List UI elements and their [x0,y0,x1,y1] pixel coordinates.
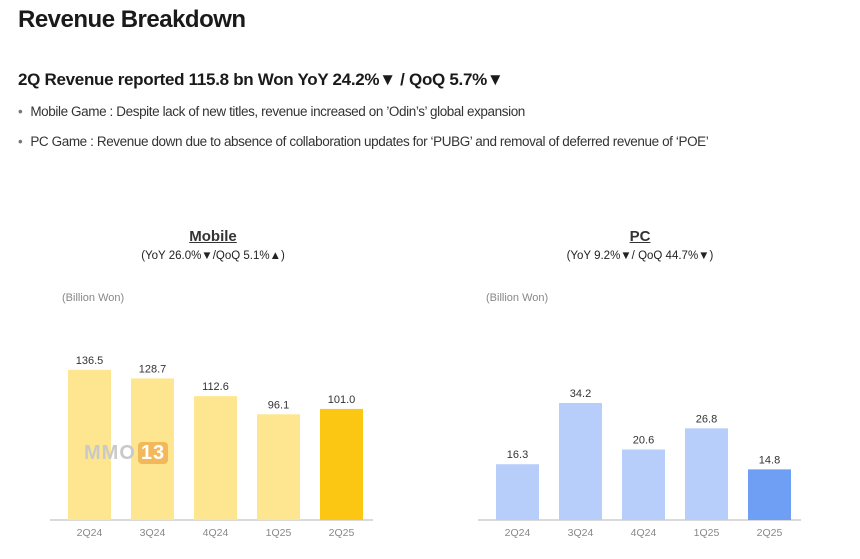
bullet-dot-icon: • [18,134,23,149]
mobile-bar-4Q24 [194,396,237,520]
bullet-text: PC Game : Revenue down due to absence of… [30,134,709,149]
mobile-tick-label: 1Q25 [266,527,292,539]
mobile-value-label: 128.7 [139,363,167,375]
mobile-tick-label: 2Q25 [329,527,355,539]
mobile-tick-label: 3Q24 [140,527,166,539]
pc-tick-label: 2Q24 [505,527,531,539]
pc-bar-chart: 16.3 2Q24 34.2 3Q24 20.6 4Q24 26.8 1Q25 14.8 2Q25 [478,388,801,539]
mobile-bar-2Q25 [320,408,363,520]
pc-value-label: 16.3 [507,449,528,461]
pc-value-label: 14.8 [759,454,780,466]
pc-tick-label: 3Q24 [568,527,594,539]
bullet-mobile-game: • Mobile Game : Despite lack of new title… [18,104,525,119]
mobile-bar-2Q24 [68,369,111,520]
pc-tick-label: 2Q25 [757,527,783,539]
pc-bar-4Q24 [622,449,665,520]
revenue-headline: 2Q Revenue reported 115.8 bn Won YoY 24.… [18,70,504,89]
mobile-chart-title: Mobile [189,228,237,245]
watermark-highlight: 13 [137,442,169,464]
mobile-tick-label: 4Q24 [203,527,229,539]
bullet-text: Mobile Game : Despite lack of new titles… [30,104,525,119]
pc-bar-3Q24 [559,403,602,520]
bullet-dot-icon: • [18,104,23,119]
page-title: Revenue Breakdown [18,6,246,33]
bullet-pc-game: • PC Game : Revenue down due to absence o… [18,134,709,149]
watermark-logo: MMO 13 [84,442,169,465]
pc-tick-label: 4Q24 [631,527,657,539]
mobile-value-label: 101.0 [328,394,356,406]
pc-value-label: 34.2 [570,388,591,400]
mobile-chart-subtitle: (YoY 26.0%▼/QoQ 5.1%▲) [141,250,285,262]
mobile-unit-label: (Billion Won) [62,292,125,304]
pc-bar-2Q25 [748,469,791,520]
mobile-value-label: 96.1 [268,399,289,411]
pc-value-label: 20.6 [633,435,654,447]
pc-value-label: 26.8 [696,413,717,425]
mobile-value-label: 136.5 [76,355,104,367]
mobile-bar-chart: 136.5 2Q24 128.7 3Q24 112.6 4Q24 96.1 1Q25 101.0… [50,355,373,539]
pc-bar-1Q25 [685,428,728,520]
pc-bar-2Q24 [496,464,539,520]
mobile-value-label: 112.6 [202,381,229,393]
pc-unit-label: (Billion Won) [486,292,549,304]
pc-chart-title: PC [629,228,651,245]
pc-tick-label: 1Q25 [694,527,720,539]
watermark-text: MMO [84,442,136,464]
pc-chart-subtitle: (YoY 9.2%▼/ QoQ 44.7%▼) [566,250,714,262]
mobile-bar-1Q25 [257,414,300,520]
mobile-tick-label: 2Q24 [77,527,103,539]
